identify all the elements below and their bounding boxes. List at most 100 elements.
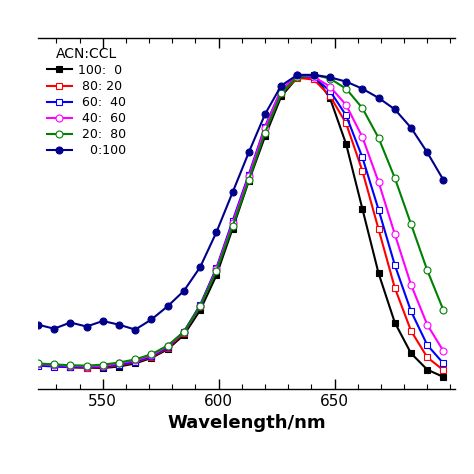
 20:  80: (690, 0.365): 80: (690, 0.365) xyxy=(424,267,430,273)
 60:  40: (571, 0.085): 40: (571, 0.085) xyxy=(149,354,155,359)
   0:100 xyxy=(408,125,414,131)
 60:  40: (578, 0.115): 40: (578, 0.115) xyxy=(165,344,171,350)
 20:  80: (585, 0.165): 80: (585, 0.165) xyxy=(181,329,187,335)
 40:  60: (697, 0.102): 60: (697, 0.102) xyxy=(441,348,447,354)
 20:  80: (536, 0.056): 80: (536, 0.056) xyxy=(67,363,73,368)
 80: 20: (578, 0.112): 20: (578, 0.112) xyxy=(165,345,171,351)
 20:  80: (683, 0.515): 80: (683, 0.515) xyxy=(408,221,414,227)
 80: 20: (543, 0.048): 20: (543, 0.048) xyxy=(84,365,90,371)
 40:  60: (550, 0.054): 60: (550, 0.054) xyxy=(100,363,106,369)
Line:  40:  60: 40: 60 xyxy=(35,72,447,370)
 40:  60: (690, 0.188): 60: (690, 0.188) xyxy=(424,322,430,328)
 40:  60: (613, 0.67): 60: (613, 0.67) xyxy=(246,173,252,179)
 80: 20: (522, 0.058): 20: (522, 0.058) xyxy=(35,362,41,367)
 20:  80: (557, 0.065): 80: (557, 0.065) xyxy=(116,360,122,365)
 80: 20: (529, 0.054): 20: (529, 0.054) xyxy=(51,363,57,369)
 60:  40: (634, 0.996): 40: (634, 0.996) xyxy=(295,73,301,79)
   0:100 xyxy=(311,72,317,78)
   0:100 xyxy=(424,149,430,155)
X-axis label: Wavelength/nm: Wavelength/nm xyxy=(167,414,326,432)
 40:  60: (669, 0.652): 60: (669, 0.652) xyxy=(376,179,382,185)
100:  0: (655, 0.775): 0: (655, 0.775) xyxy=(343,141,349,147)
 80: 20: (676, 0.308): 20: (676, 0.308) xyxy=(392,285,398,291)
 20:  80: (550, 0.058): 80: (550, 0.058) xyxy=(100,362,106,367)
100:  0: (662, 0.565): 0: (662, 0.565) xyxy=(359,206,365,211)
 80: 20: (648, 0.932): 20: (648, 0.932) xyxy=(327,93,333,99)
 40:  60: (627, 0.952): 60: (627, 0.952) xyxy=(278,87,284,92)
100:  0: (592, 0.235): 0: (592, 0.235) xyxy=(197,307,203,313)
 60:  40: (613, 0.676): 40: (613, 0.676) xyxy=(246,172,252,177)
 60:  40: (522, 0.055): 40: (522, 0.055) xyxy=(35,363,41,368)
100:  0: (585, 0.155): 0: (585, 0.155) xyxy=(181,332,187,337)
 60:  40: (697, 0.062): 40: (697, 0.062) xyxy=(441,361,447,366)
 60:  40: (690, 0.122): 40: (690, 0.122) xyxy=(424,342,430,348)
 60:  40: (536, 0.05): 40: (536, 0.05) xyxy=(67,365,73,370)
100:  0: (599, 0.348): 0: (599, 0.348) xyxy=(213,273,219,278)
 40:  60: (578, 0.118): 60: (578, 0.118) xyxy=(165,343,171,349)
 80: 20: (536, 0.05): 20: (536, 0.05) xyxy=(67,365,73,370)
 60:  40: (648, 0.948): 40: (648, 0.948) xyxy=(327,88,333,94)
 60:  40: (529, 0.052): 40: (529, 0.052) xyxy=(51,364,57,369)
100:  0: (683, 0.095): 0: (683, 0.095) xyxy=(408,350,414,356)
Line:    0:100: 0:100 xyxy=(35,72,447,333)
 80: 20: (613, 0.668): 20: (613, 0.668) xyxy=(246,174,252,180)
 40:  60: (564, 0.072): 60: (564, 0.072) xyxy=(132,357,138,363)
 80: 20: (557, 0.056): 20: (557, 0.056) xyxy=(116,363,122,368)
100:  0: (648, 0.925): 0: (648, 0.925) xyxy=(327,95,333,101)
 40:  60: (641, 0.994): 60: (641, 0.994) xyxy=(311,74,317,80)
   0:100 xyxy=(132,327,138,332)
100:  0: (641, 1): 0: (641, 1) xyxy=(311,72,317,78)
 80: 20: (585, 0.162): 20: (585, 0.162) xyxy=(181,330,187,336)
 80: 20: (606, 0.518): 20: (606, 0.518) xyxy=(230,220,236,226)
 80: 20: (669, 0.498): 20: (669, 0.498) xyxy=(376,227,382,232)
 40:  60: (536, 0.054): 60: (536, 0.054) xyxy=(67,363,73,369)
   0:100 xyxy=(392,107,398,112)
100:  0: (620, 0.8): 0: (620, 0.8) xyxy=(262,134,268,139)
   0:100 xyxy=(376,95,382,101)
 40:  60: (543, 0.052): 60: (543, 0.052) xyxy=(84,364,90,369)
 40:  60: (620, 0.828): 60: (620, 0.828) xyxy=(262,125,268,131)
 60:  40: (669, 0.562): 40: (669, 0.562) xyxy=(376,207,382,212)
 80: 20: (690, 0.082): 20: (690, 0.082) xyxy=(424,355,430,360)
   0:100 xyxy=(278,83,284,89)
Line:  60:  40: 60: 40 xyxy=(35,73,447,371)
Legend: 100:  0,  80: 20,  60:  40,  40:  60,  20:  80,    0:100: 100: 0, 80: 20, 60: 40, 40: 60, 20: 80, … xyxy=(44,44,128,160)
 80: 20: (550, 0.05): 20: (550, 0.05) xyxy=(100,365,106,370)
 20:  80: (648, 0.988): 80: (648, 0.988) xyxy=(327,76,333,82)
 40:  60: (662, 0.798): 60: (662, 0.798) xyxy=(359,134,365,140)
 80: 20: (627, 0.94): 20: (627, 0.94) xyxy=(278,91,284,96)
   0:100 xyxy=(213,229,219,235)
   0:100 xyxy=(327,74,333,80)
100:  0: (564, 0.062): 0: (564, 0.062) xyxy=(132,361,138,366)
Line:  20:  80: 20: 80 xyxy=(35,72,447,369)
 20:  80: (529, 0.059): 80: (529, 0.059) xyxy=(51,362,57,367)
 20:  80: (634, 0.994): 80: (634, 0.994) xyxy=(295,74,301,80)
100:  0: (529, 0.055): 0: (529, 0.055) xyxy=(51,363,57,368)
 40:  60: (655, 0.902): 60: (655, 0.902) xyxy=(343,102,349,108)
 20:  80: (613, 0.658): 80: (613, 0.658) xyxy=(246,177,252,183)
 40:  60: (606, 0.518): 60: (606, 0.518) xyxy=(230,220,236,226)
 80: 20: (620, 0.818): 20: (620, 0.818) xyxy=(262,128,268,134)
   0:100 xyxy=(230,190,236,195)
 20:  80: (606, 0.508): 80: (606, 0.508) xyxy=(230,223,236,229)
 20:  80: (662, 0.892): 80: (662, 0.892) xyxy=(359,105,365,111)
 20:  80: (641, 1): 80: (641, 1) xyxy=(311,72,317,78)
100:  0: (578, 0.108): 0: (578, 0.108) xyxy=(165,346,171,352)
 60:  40: (620, 0.832): 40: (620, 0.832) xyxy=(262,124,268,129)
 20:  80: (655, 0.955): 80: (655, 0.955) xyxy=(343,86,349,91)
 20:  80: (599, 0.362): 80: (599, 0.362) xyxy=(213,268,219,274)
   0:100 xyxy=(181,288,187,294)
 60:  40: (564, 0.068): 40: (564, 0.068) xyxy=(132,359,138,365)
 20:  80: (676, 0.665): 80: (676, 0.665) xyxy=(392,175,398,181)
 40:  60: (592, 0.248): 60: (592, 0.248) xyxy=(197,303,203,309)
   0:100 xyxy=(116,322,122,328)
100:  0: (550, 0.047): 0: (550, 0.047) xyxy=(100,365,106,371)
 40:  60: (683, 0.318): 60: (683, 0.318) xyxy=(408,282,414,288)
 60:  40: (592, 0.252): 40: (592, 0.252) xyxy=(197,302,203,308)
   0:100 xyxy=(441,177,447,183)
   0:100 xyxy=(246,149,252,155)
100:  0: (697, 0.018): 0: (697, 0.018) xyxy=(441,374,447,380)
 60:  40: (627, 0.952): 40: (627, 0.952) xyxy=(278,87,284,92)
 60:  40: (606, 0.525): 40: (606, 0.525) xyxy=(230,218,236,224)
 60:  40: (585, 0.165): 40: (585, 0.165) xyxy=(181,329,187,335)
